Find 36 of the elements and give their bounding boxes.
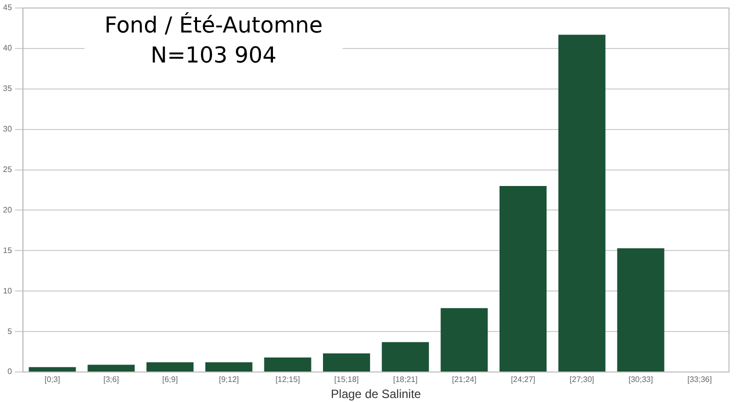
- x-tick-label: [15;18]: [334, 375, 359, 384]
- x-tick-label: [30;33]: [628, 375, 653, 384]
- bar: [617, 248, 664, 372]
- y-tick-label: 10: [2, 286, 12, 296]
- bar: [440, 308, 488, 372]
- bar: [500, 186, 547, 372]
- chart-title: Fond / Été-Automne: [104, 12, 323, 39]
- x-tick-label: [18;21]: [393, 375, 418, 384]
- bar: [558, 34, 606, 372]
- y-tick-label: 40: [2, 44, 12, 53]
- x-axis-title: Plage de Salinite: [330, 387, 422, 402]
- y-tick-label: 5: [7, 326, 12, 336]
- y-tick-label: 15: [2, 246, 12, 255]
- x-tick-label: [24;27]: [510, 375, 536, 384]
- y-tick-label: 25: [2, 164, 12, 174]
- x-tick-label: [33;36]: [687, 375, 712, 384]
- x-tick-label: [27;30]: [570, 375, 594, 384]
- bar: [322, 353, 370, 372]
- bar: [264, 357, 312, 372]
- bar: [88, 364, 135, 372]
- y-tick-label: 35: [2, 84, 12, 94]
- bar: [382, 342, 429, 372]
- bar: [205, 362, 252, 372]
- x-tick-label: [6;9]: [162, 375, 178, 384]
- bar: [146, 362, 194, 372]
- x-tick-label: [0;3]: [44, 375, 60, 384]
- y-tick-label: 30: [2, 124, 12, 134]
- y-tick-label: 45: [2, 3, 12, 12]
- y-tick-label: 0: [7, 367, 12, 376]
- x-tick-label: [3;6]: [103, 375, 119, 384]
- x-tick-label: [9;12]: [218, 375, 239, 384]
- y-tick-label: 20: [2, 205, 12, 214]
- x-tick-label: [12;15]: [275, 375, 300, 384]
- bar: [28, 367, 76, 372]
- x-tick-label: [21;24]: [452, 375, 476, 384]
- text: N=103 904: [150, 44, 276, 69]
